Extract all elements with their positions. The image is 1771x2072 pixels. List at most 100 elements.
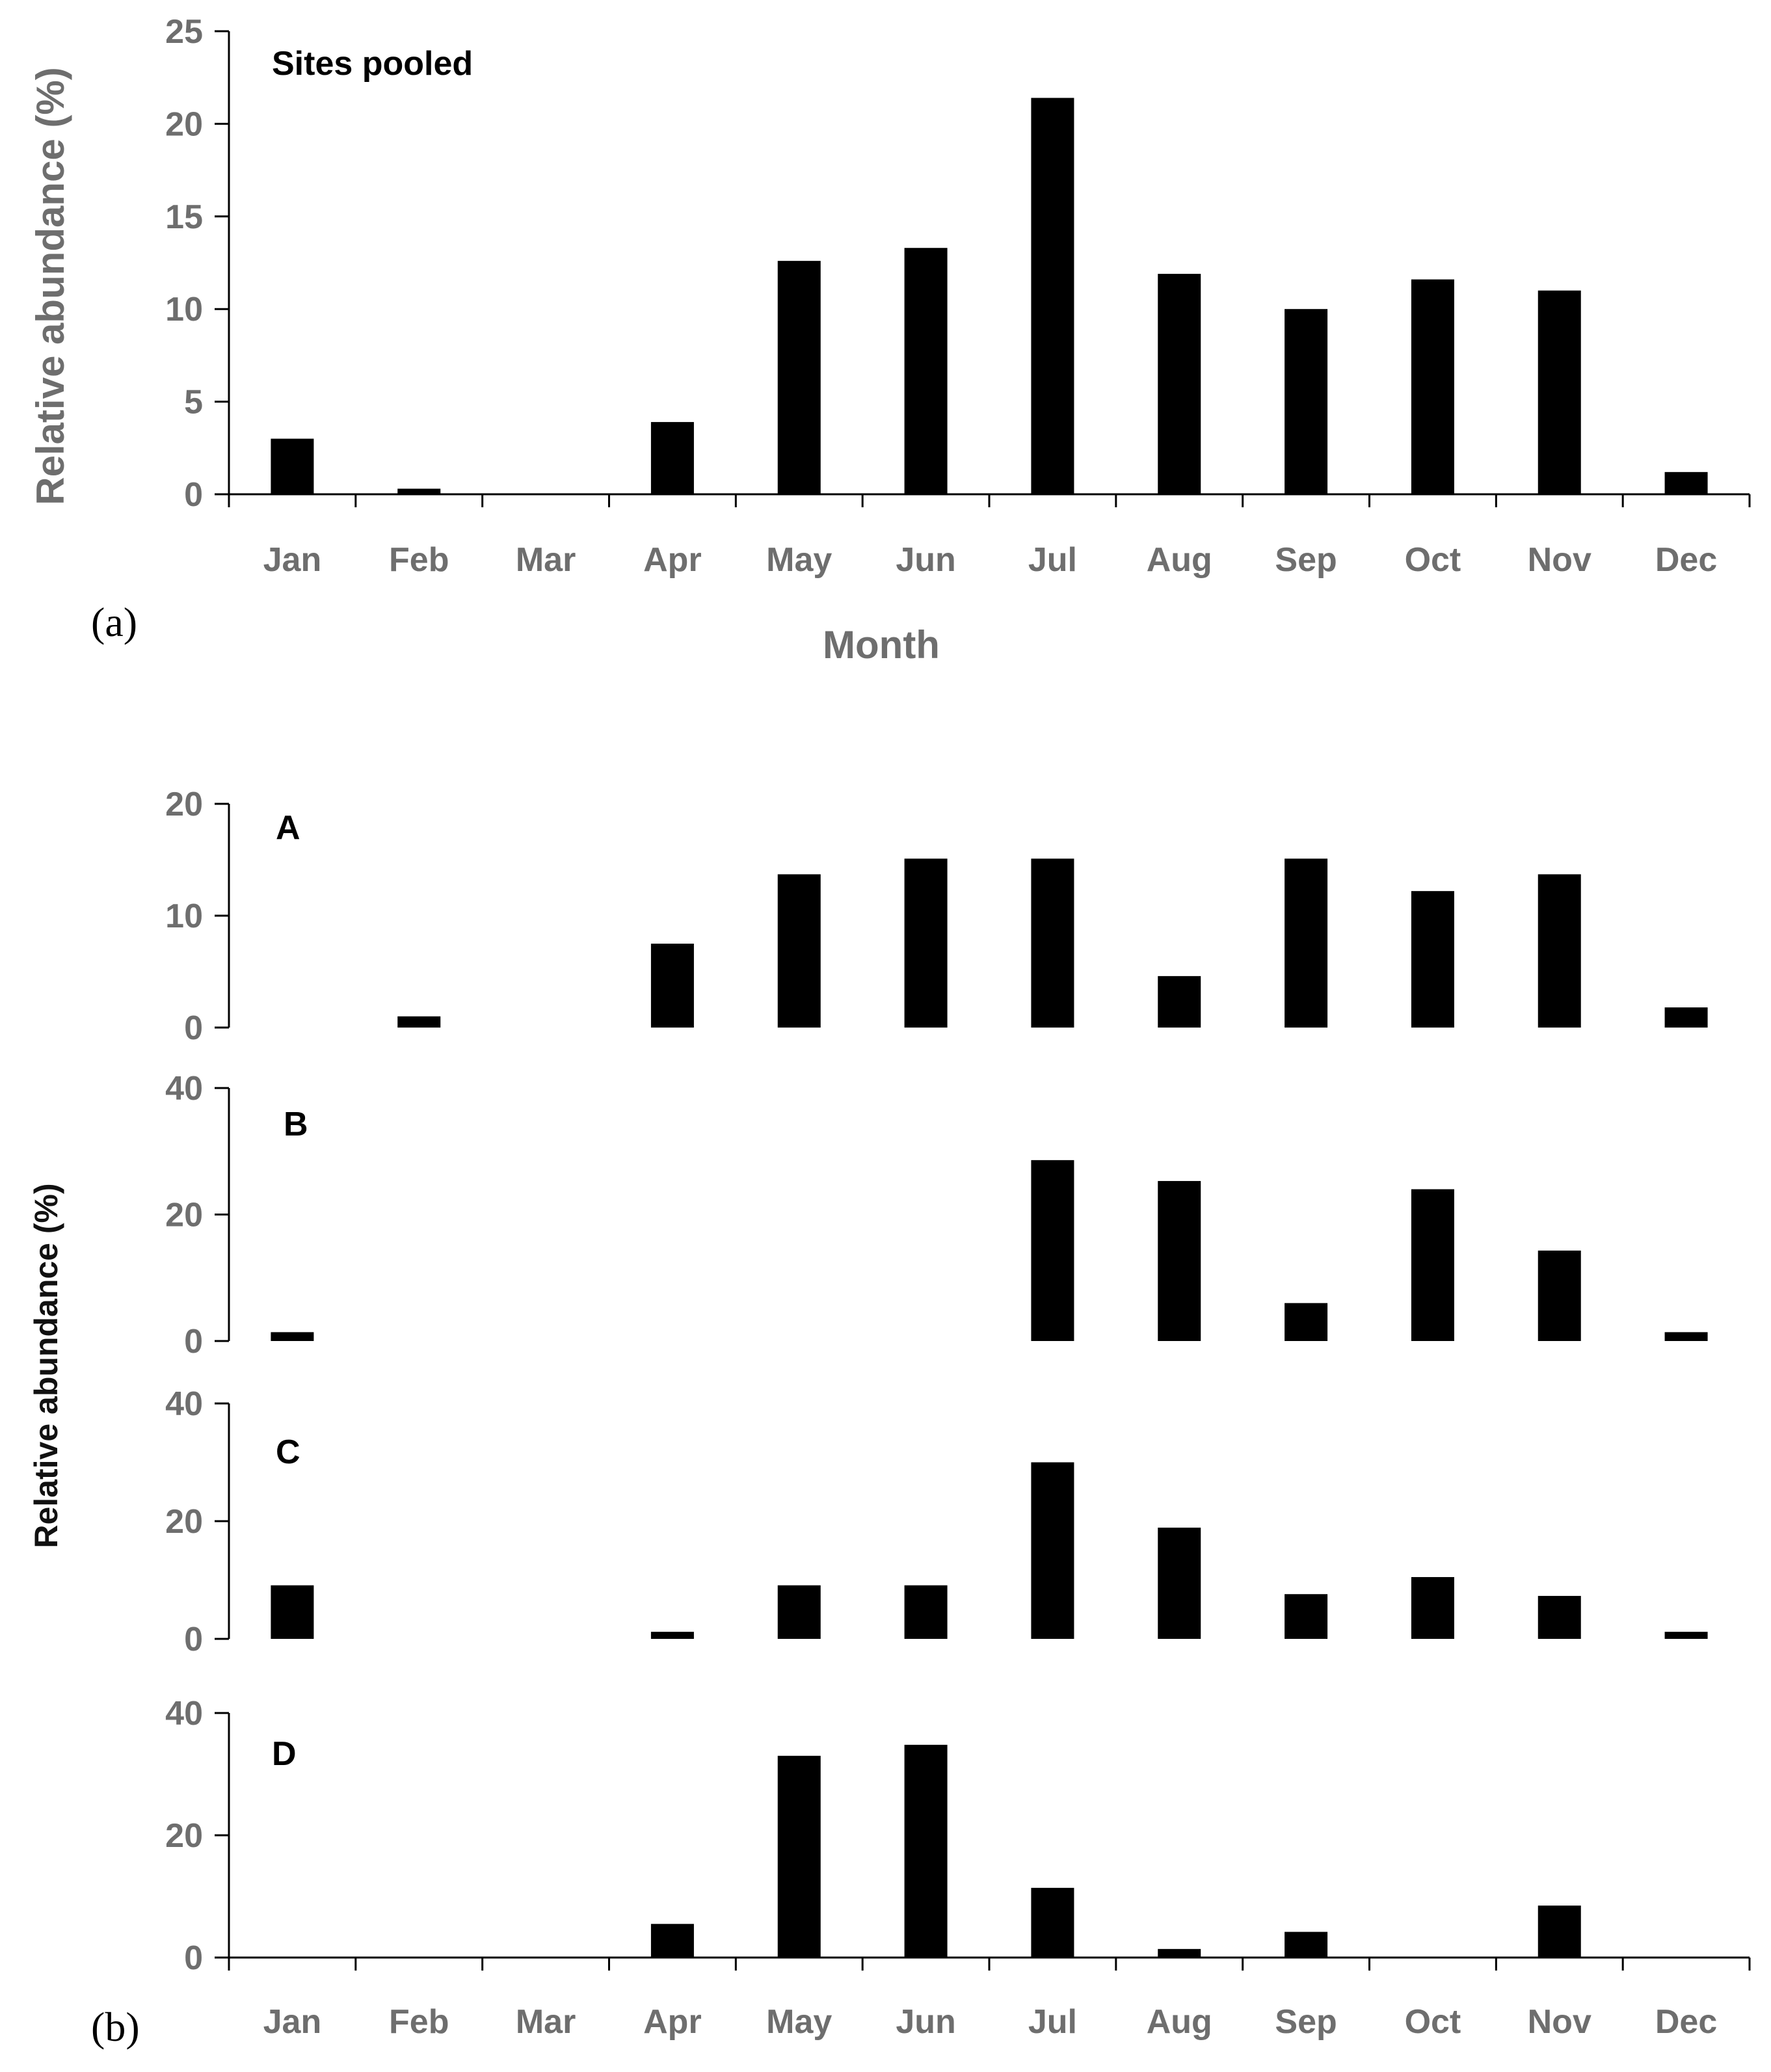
- chart-a-bar-sep: [1285, 309, 1328, 494]
- chart-b-subplot-b-bar-oct: [1411, 1189, 1454, 1341]
- chart-b-subplot-c-bar-apr: [650, 1632, 694, 1639]
- chart-b-subplot-d-bar-jun: [904, 1744, 948, 1958]
- chart-b-subplot-d-y-tick-label: 40: [165, 1695, 203, 1733]
- chart-b-x-tick-label: Jan: [263, 2003, 322, 2041]
- chart-a-bar-jan: [271, 438, 314, 494]
- chart-a-bar-jul: [1031, 98, 1074, 494]
- chart-b-subplot-c-bar-sep: [1285, 1594, 1328, 1639]
- chart-b-subplot-a-bar-may: [777, 874, 821, 1028]
- chart-b-y-tick-labels: 0 10 20 0 20 40 0 20 40 0 20 40: [165, 786, 203, 1977]
- chart-a-x-tick-labels: Jan Feb Mar Apr May Jun Jul Aug Sep Oct Nov Dec: [263, 541, 1718, 579]
- chart-a-y-tick-label: 0: [184, 476, 203, 514]
- chart-b-x-tick-label: Jul: [1028, 2003, 1077, 2041]
- chart-a-x-tick-label: Dec: [1655, 541, 1717, 579]
- chart-b-subplot-c-y-tick-label: 40: [165, 1385, 203, 1423]
- chart-b-subplot-c-bar-nov: [1538, 1595, 1581, 1639]
- chart-a-x-tick-label: May: [766, 541, 832, 579]
- chart-a-x-tick-label: Oct: [1405, 541, 1461, 579]
- chart-a-bar-may: [777, 261, 821, 494]
- chart-b-x-tick-label: Jun: [896, 2003, 955, 2041]
- chart-b-subplot-c-bar-oct: [1411, 1576, 1454, 1639]
- chart-b-x-tick-labels: Jan Feb Mar Apr May Jun Jul Aug Sep Oct Nov Dec: [263, 2003, 1718, 2041]
- chart-b-subplot-a-y-tick-label: 20: [165, 786, 203, 823]
- chart-b-subplot-c-bar-may: [777, 1585, 821, 1639]
- chart-b-y-axis-label: Relative abundance (%): [28, 1183, 64, 1548]
- chart-a-y-tick-label: 25: [165, 13, 203, 51]
- chart-b-subplot-a-bar-apr: [650, 944, 694, 1028]
- chart-a-bar-feb: [397, 488, 441, 494]
- chart-b-x-tick-label: Nov: [1528, 2003, 1591, 2041]
- chart-b-x-tick-label: Apr: [643, 2003, 702, 2041]
- chart-a-bar-oct: [1411, 279, 1454, 494]
- chart-b-x-tick-label: Feb: [389, 2003, 449, 2041]
- chart-b-subplot-b-bar-jul: [1031, 1160, 1074, 1341]
- chart-b-subplot-a-bar-aug: [1158, 976, 1201, 1028]
- chart-a-y-tick-labels: 0 5 10 15 20 25: [165, 13, 203, 514]
- chart-b-subplot-d-title: D: [272, 1735, 297, 1773]
- chart-b-subplot-b-bar-nov: [1538, 1250, 1581, 1341]
- chart-a-bar-jun: [904, 248, 948, 494]
- chart-b-subplot-b-bar-aug: [1158, 1180, 1201, 1341]
- chart-b-x-tick-label: Aug: [1147, 2003, 1212, 2041]
- chart-a-y-tick-label: 15: [165, 198, 203, 236]
- chart-b-subplot-c-bar-jan: [271, 1585, 314, 1639]
- chart-a-x-tick-label: Jun: [896, 541, 955, 579]
- chart-a-y-tick-label: 20: [165, 105, 203, 143]
- chart-a-x-tick-label: Feb: [389, 541, 449, 579]
- chart-a-x-tick-label: Sep: [1275, 541, 1337, 579]
- chart-b-subplot-d-bar-may: [777, 1755, 821, 1958]
- chart-b-subplot-d-y-tick-label: 20: [165, 1817, 203, 1855]
- chart-a-y-axis-label: Relative abundance (%): [29, 67, 72, 505]
- chart-b-subplot-b-bar-jan: [271, 1332, 314, 1341]
- chart-b-subplot-b-y-tick-label: 40: [165, 1070, 203, 1108]
- chart-b-subplot-d-bar-nov: [1538, 1906, 1581, 1958]
- chart-b-subplot-d-bar-jul: [1031, 1887, 1074, 1958]
- chart-b-x-tick-label: Mar: [516, 2003, 576, 2041]
- chart-b-subplot-a-y-tick-label: 0: [184, 1009, 203, 1047]
- chart-b-subplot-b-y-tick-label: 20: [165, 1197, 203, 1234]
- chart-b-subplot-c-y-tick-label: 0: [184, 1621, 203, 1658]
- chart-b-subplot-b-title: B: [284, 1106, 308, 1143]
- chart-b-subplot-c-bar-jul: [1031, 1462, 1074, 1639]
- chart-b-subplot-a-bar-jun: [904, 858, 948, 1028]
- chart-a-x-tick-label: Apr: [643, 541, 702, 579]
- chart-a-x-tick-label: Mar: [516, 541, 576, 579]
- chart-b-subplot-b-y-tick-label: 0: [184, 1323, 203, 1361]
- chart-b-subplot-d-bar-apr: [650, 1924, 694, 1958]
- chart-a-y-tick-label: 10: [165, 291, 203, 328]
- chart-b-bars: [271, 858, 1708, 1958]
- chart-b-subplot-d-bar-sep: [1285, 1932, 1328, 1958]
- chart-b-subplot-c-bar-aug: [1158, 1527, 1201, 1639]
- chart-b-subplot-b-bar-sep: [1285, 1303, 1328, 1341]
- chart-b-subplot-b-bar-dec: [1664, 1332, 1708, 1341]
- chart-b-subplot-a-bar-sep: [1285, 858, 1328, 1028]
- chart-b-x-tick-label: Dec: [1655, 2003, 1717, 2041]
- chart-a-bar-aug: [1158, 274, 1201, 494]
- chart-b-subplot-a-y-tick-label: 10: [165, 897, 203, 935]
- chart-a-panel-tag: (a): [91, 599, 137, 645]
- chart-b-subplot-c-bar-jun: [904, 1585, 948, 1639]
- chart-b-subplot-d-bar-aug: [1158, 1948, 1201, 1958]
- chart-b-subplot-a-bar-oct: [1411, 891, 1454, 1028]
- chart-a-bar-apr: [650, 421, 694, 494]
- chart-a: 0 5 10 15 20 25 Jan Feb Mar Apr May Jun Jul Aug Sep Oc…: [29, 13, 1751, 667]
- chart-a-title: Sites pooled: [272, 45, 473, 83]
- chart-a-x-tick-label: Aug: [1147, 541, 1212, 579]
- chart-a-x-tick-label: Jul: [1028, 541, 1077, 579]
- chart-b-subplot-a-bar-nov: [1538, 874, 1581, 1028]
- chart-b-panel-tag: (b): [91, 2004, 140, 2050]
- chart-b-subplot-c-y-tick-label: 20: [165, 1503, 203, 1541]
- chart-a-x-axis-label: Month: [823, 623, 940, 667]
- chart-a-bar-dec: [1664, 472, 1708, 494]
- chart-b-x-tick-label: Sep: [1275, 2003, 1337, 2041]
- chart-a-axes: [215, 30, 1751, 507]
- chart-b-subplot-a-bar-dec: [1664, 1007, 1708, 1028]
- chart-b-x-tick-label: May: [766, 2003, 832, 2041]
- chart-a-x-tick-label: Jan: [263, 541, 322, 579]
- chart-b-subplot-d-y-tick-label: 0: [184, 1939, 203, 1977]
- chart-a-bar-nov: [1538, 290, 1581, 494]
- chart-b-subplot-a-bar-feb: [397, 1016, 441, 1028]
- chart-b-subplot-c-title: C: [276, 1433, 300, 1471]
- chart-a-y-tick-label: 5: [184, 384, 203, 421]
